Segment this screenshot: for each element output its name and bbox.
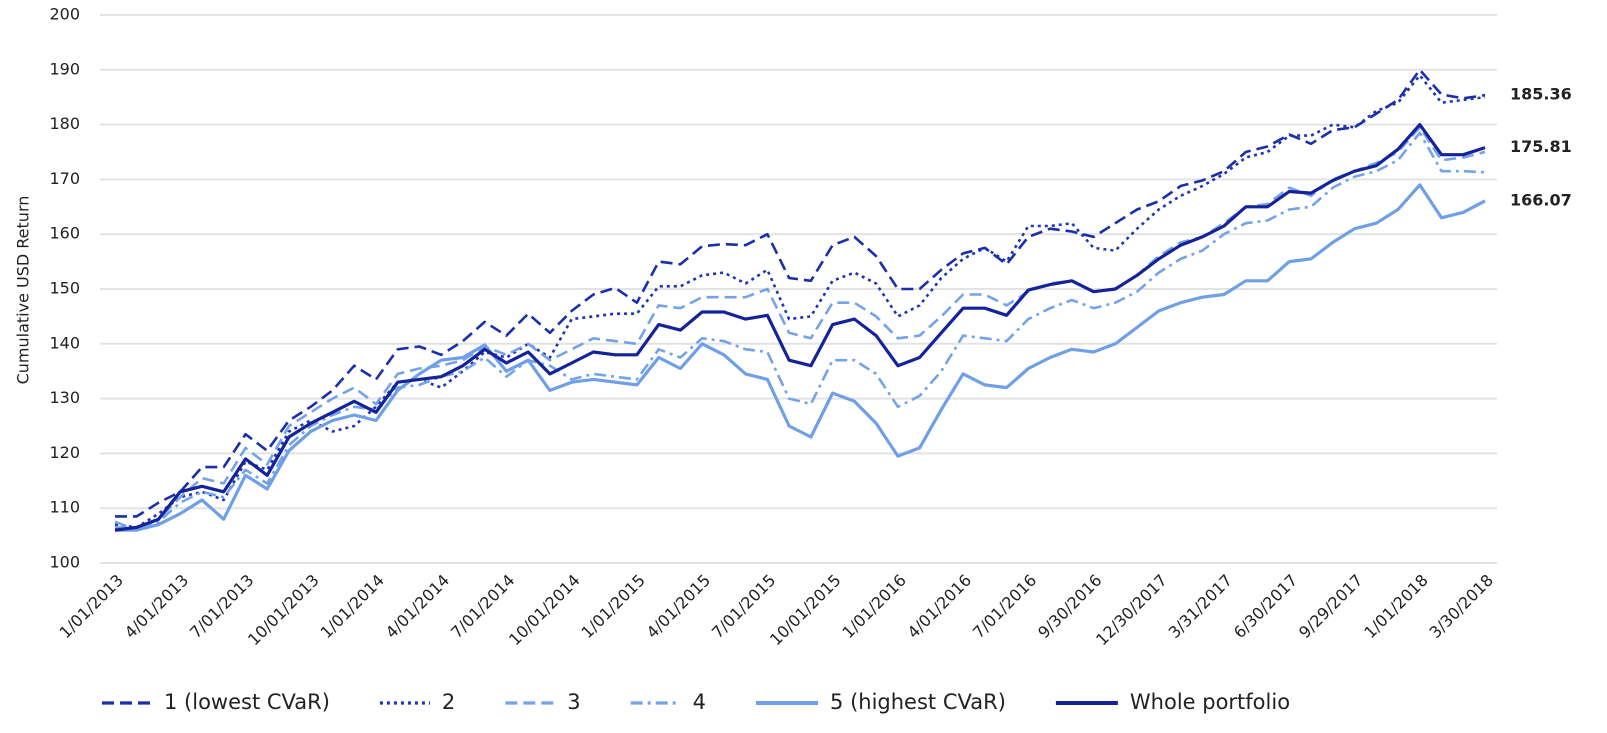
series-line (114, 123, 1486, 532)
y-tick-label: 180 (49, 114, 80, 133)
y-tick-label: 130 (49, 388, 80, 407)
x-tick-label: 7/01/2015 (708, 571, 779, 642)
x-tick-label: 7/01/2013 (186, 571, 257, 642)
x-tick-label: 1/01/2014 (317, 571, 388, 642)
series-line (115, 68, 1486, 518)
x-tick-label: 4/01/2014 (382, 571, 453, 642)
y-tick-label: 200 (49, 5, 80, 24)
end-label: 185.36 (1510, 85, 1572, 104)
y-tick-label: 120 (49, 443, 80, 462)
series-line (115, 131, 1486, 529)
x-tick-label: 9/30/2016 (1034, 571, 1105, 642)
x-tick-label: 7/01/2016 (969, 571, 1040, 642)
end-label: 166.07 (1510, 190, 1572, 209)
y-tick-label: 100 (49, 553, 80, 572)
x-tick-label: 3/31/2017 (1165, 571, 1236, 642)
y-tick-label: 170 (49, 169, 80, 188)
y-axis-label: Cumulative USD Return (14, 196, 33, 385)
legend-label: 4 (693, 690, 706, 714)
series-line (115, 183, 1486, 532)
x-tick-label: 6/30/2017 (1230, 571, 1301, 642)
x-tick-label: 1/01/2016 (838, 571, 909, 642)
x-tick-label: 1/01/2013 (56, 571, 127, 642)
legend-label: Whole portfolio (1130, 690, 1290, 714)
y-tick-label: 140 (49, 333, 80, 352)
x-tick-label: 10/01/2014 (505, 571, 584, 650)
legend-label: 1 (lowest CVaR) (164, 690, 330, 714)
y-tick-label: 110 (49, 498, 80, 517)
x-tick-label: 1/01/2015 (577, 571, 648, 642)
legend-label: 2 (442, 690, 455, 714)
x-tick-label: 12/30/2017 (1092, 571, 1171, 650)
x-tick-label: 4/01/2016 (904, 571, 975, 642)
y-tick-label: 160 (49, 224, 80, 243)
x-tick-label: 4/01/2015 (643, 571, 714, 642)
x-tick-label: 10/01/2013 (244, 571, 323, 650)
x-tick-label: 4/01/2013 (121, 571, 192, 642)
legend-label: 3 (567, 690, 580, 714)
y-tick-label: 190 (49, 59, 80, 78)
end-label: 175.81 (1510, 137, 1572, 156)
x-tick-label: 9/29/2017 (1295, 571, 1366, 642)
y-tick-label: 150 (49, 279, 80, 298)
x-tick-label: 10/01/2015 (766, 571, 845, 650)
x-tick-label: 7/01/2014 (447, 571, 518, 642)
legend-label: 5 (highest CVaR) (830, 690, 1006, 714)
series-line (114, 126, 1486, 532)
series-line (114, 74, 1486, 529)
x-tick-label: 1/01/2018 (1360, 571, 1431, 642)
x-tick-label: 3/30/2018 (1426, 571, 1497, 642)
